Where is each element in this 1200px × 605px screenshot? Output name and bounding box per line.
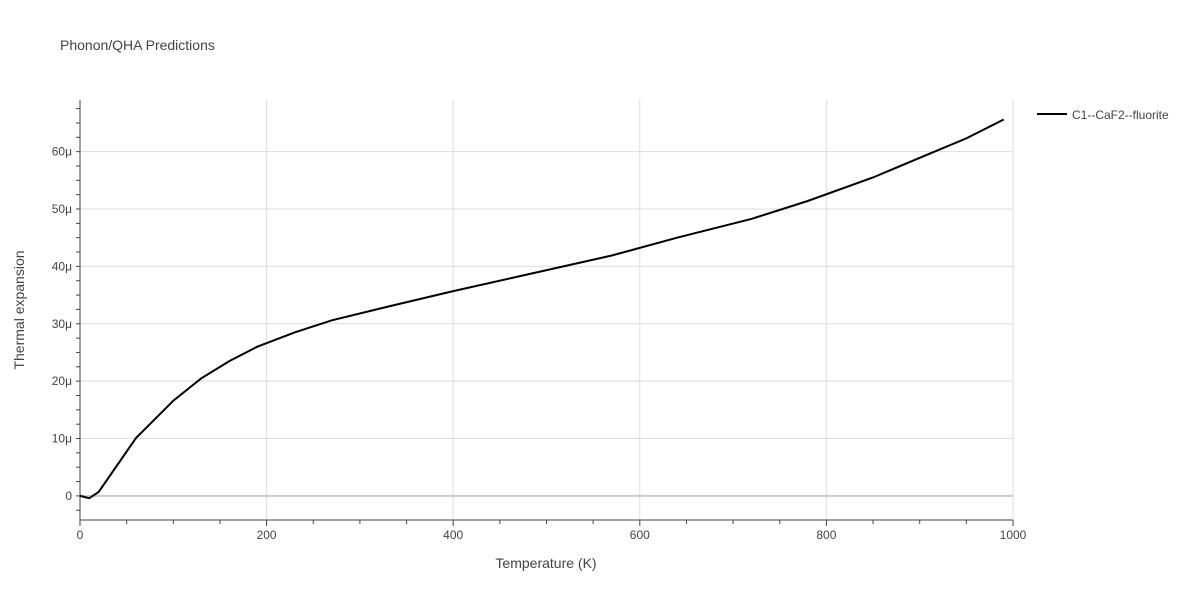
series-line: [79, 118, 1005, 500]
y-tick-label: 60μ: [52, 145, 72, 159]
legend-label: C1--CaF2--fluorite: [1072, 108, 1169, 122]
y-tick-label: 40μ: [52, 259, 72, 273]
x-tick-label: 800: [816, 528, 836, 542]
y-tick-label: 0: [65, 489, 72, 503]
x-tick-label: 200: [257, 528, 277, 542]
x-tick-label: 600: [630, 528, 650, 542]
x-axis-label: Temperature (K): [495, 555, 596, 571]
y-tick-label: 10μ: [52, 432, 72, 446]
y-tick-label: 50μ: [52, 202, 72, 216]
chart-title: Phonon/QHA Predictions: [60, 37, 215, 53]
y-tick-label: 20μ: [52, 374, 72, 388]
x-tick-label: 400: [443, 528, 463, 542]
x-tick-label: 1000: [1000, 528, 1027, 542]
y-axis-label: Thermal expansion: [11, 250, 27, 369]
legend[interactable]: C1--CaF2--fluorite: [1037, 108, 1169, 122]
x-tick-label: 0: [77, 528, 84, 542]
y-tick-label: 30μ: [52, 317, 72, 331]
